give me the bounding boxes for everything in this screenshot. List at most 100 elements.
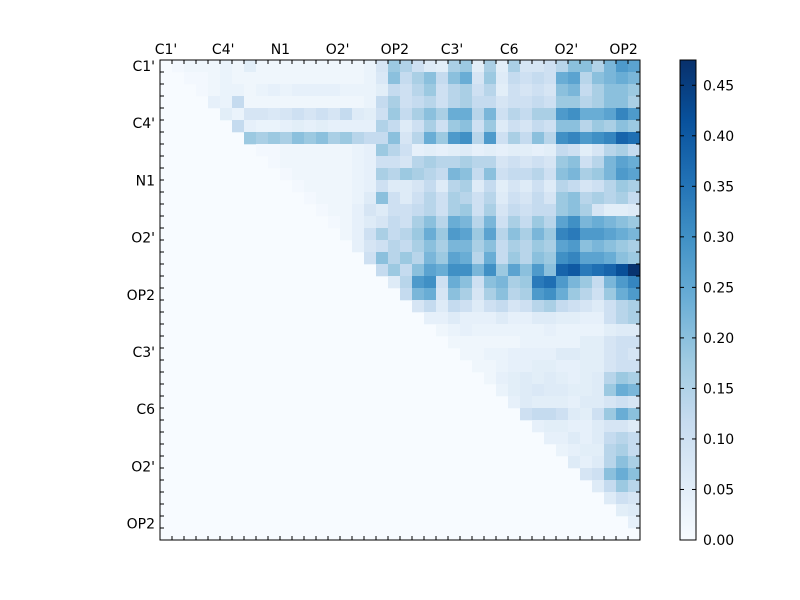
heatmap-cell (460, 312, 473, 325)
heatmap-cell (604, 456, 617, 469)
heatmap-cell (508, 396, 521, 409)
heatmap-cell (532, 324, 545, 337)
colorbar-tick-label: 0.40 (703, 129, 734, 145)
heatmap-cell (556, 336, 569, 349)
heatmap-cell (376, 180, 389, 193)
x-tick-label: O2' (326, 42, 350, 58)
heatmap-cell (448, 156, 461, 169)
heatmap-cell (472, 288, 485, 301)
heatmap-cell (412, 252, 425, 265)
heatmap-cell (568, 96, 581, 109)
heatmap-cell (328, 156, 341, 169)
heatmap-cell (424, 120, 437, 133)
heatmap-cell (484, 264, 497, 277)
heatmap-cell (472, 84, 485, 97)
heatmap-cell (616, 324, 629, 337)
heatmap-cell (280, 144, 293, 157)
heatmap-cell (592, 372, 605, 385)
heatmap-cell (220, 84, 233, 97)
heatmap-cell (496, 384, 509, 397)
heatmap-cell (544, 252, 557, 265)
heatmap-cell (568, 372, 581, 385)
heatmap-cell (268, 120, 281, 133)
heatmap-cell (484, 240, 497, 253)
heatmap-cell (604, 84, 617, 97)
heatmap-cell (628, 252, 641, 265)
heatmap-cell (424, 72, 437, 85)
heatmap-cell (424, 204, 437, 217)
heatmap-cell (388, 180, 401, 193)
heatmap-cell (472, 144, 485, 157)
heatmap-cell (628, 264, 641, 277)
heatmap-cell (520, 192, 533, 205)
heatmap-cell (340, 192, 353, 205)
heatmap-cell (616, 432, 629, 445)
heatmap-cell (592, 456, 605, 469)
heatmap-cell (568, 204, 581, 217)
heatmap-cell (616, 204, 629, 217)
heatmap-cell (448, 96, 461, 109)
x-tick-label: OP2 (381, 42, 409, 58)
heatmap-cell (364, 228, 377, 241)
heatmap-cell (508, 252, 521, 265)
heatmap-cell (616, 180, 629, 193)
heatmap-cell (568, 156, 581, 169)
heatmap-cell (508, 336, 521, 349)
heatmap-cell (604, 168, 617, 181)
heatmap-cell (496, 108, 509, 121)
heatmap-cell (580, 156, 593, 169)
heatmap-cell (412, 180, 425, 193)
heatmap-cell (580, 348, 593, 361)
heatmap-cell (556, 420, 569, 433)
heatmap-cell (364, 96, 377, 109)
heatmap-cell (460, 180, 473, 193)
heatmap-cell (292, 84, 305, 97)
heatmap-cell (484, 84, 497, 97)
heatmap-cell (436, 252, 449, 265)
heatmap-cell (556, 228, 569, 241)
heatmap-cell (436, 276, 449, 289)
heatmap-cell (544, 396, 557, 409)
heatmap-cell (364, 132, 377, 145)
heatmap-cell (364, 252, 377, 265)
heatmap-cell (568, 384, 581, 397)
heatmap-cell (460, 132, 473, 145)
heatmap-cell (412, 288, 425, 301)
heatmap-cell (472, 300, 485, 313)
heatmap-cell (496, 144, 509, 157)
heatmap-cell (460, 288, 473, 301)
heatmap-cell (568, 348, 581, 361)
heatmap-cell (532, 180, 545, 193)
heatmap-cell (424, 168, 437, 181)
heatmap-cell (340, 60, 353, 73)
heatmap-cell (400, 108, 413, 121)
heatmap-cell (532, 168, 545, 181)
heatmap-cell (436, 264, 449, 277)
heatmap-cell (532, 132, 545, 145)
heatmap-cell (508, 276, 521, 289)
heatmap-cell (484, 312, 497, 325)
heatmap-cell (412, 240, 425, 253)
heatmap-cell (592, 156, 605, 169)
heatmap-cell (508, 228, 521, 241)
heatmap-cell (616, 60, 629, 73)
heatmap-cell (472, 60, 485, 73)
heatmap-cell (448, 192, 461, 205)
heatmap-cell (520, 300, 533, 313)
heatmap-cell (412, 300, 425, 313)
heatmap-cell (292, 168, 305, 181)
heatmap-cell (376, 144, 389, 157)
heatmap-cell (556, 240, 569, 253)
heatmap-cell (628, 108, 641, 121)
heatmap-cell (304, 84, 317, 97)
heatmap-cell (484, 276, 497, 289)
heatmap-cell (220, 60, 233, 73)
x-tick-label: C6 (500, 42, 519, 58)
y-tick-label: N1 (136, 173, 155, 189)
heatmap-cell (496, 276, 509, 289)
heatmap-cell (628, 372, 641, 385)
heatmap-cell (424, 264, 437, 277)
heatmap-cell (352, 216, 365, 229)
heatmap-cell (520, 216, 533, 229)
heatmap-cell (424, 312, 437, 325)
